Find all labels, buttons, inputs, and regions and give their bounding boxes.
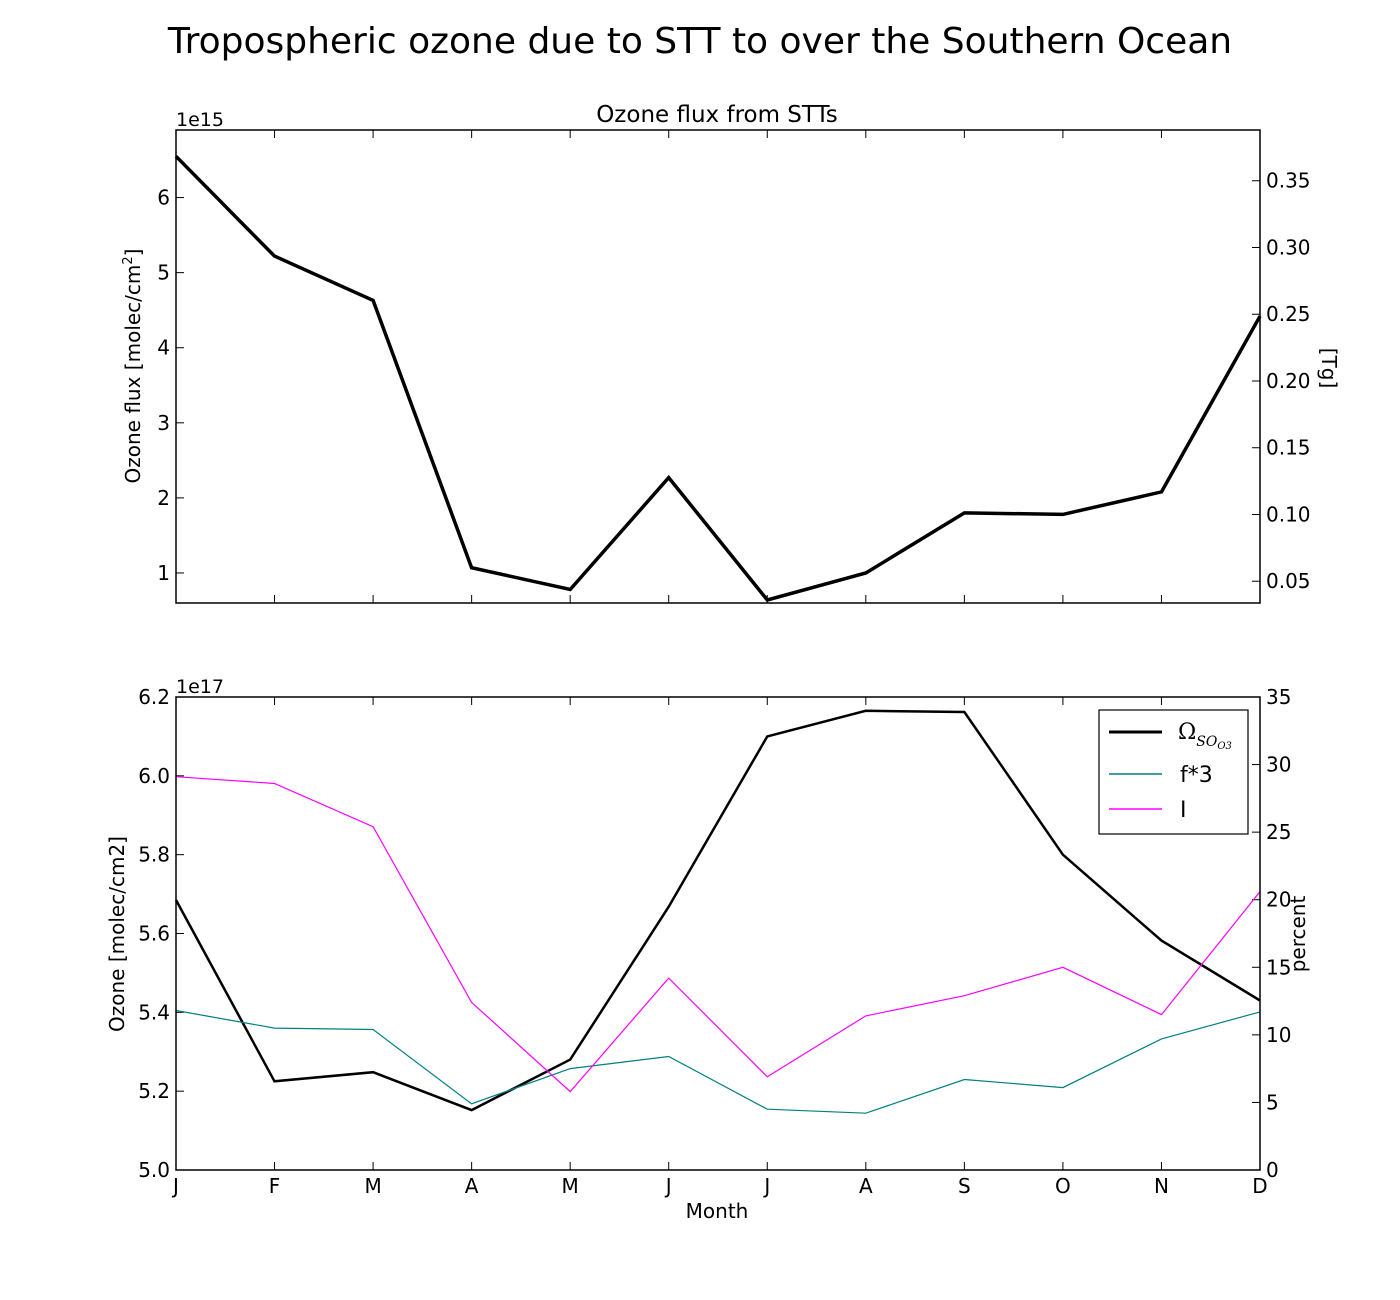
top-chart-frame	[175, 129, 1261, 604]
y-tick-label: 2	[157, 486, 170, 510]
y2-tick-label: 30	[1266, 753, 1291, 777]
legend-box	[1098, 709, 1249, 835]
bottom-chart-y-offset-label: 1e17	[176, 676, 224, 698]
x-tick-label: M	[562, 1174, 579, 1198]
y2-tick-label: 0.35	[1266, 169, 1311, 193]
y-tick-label: 3	[157, 411, 170, 435]
legend-omega-sub: SO	[1196, 734, 1218, 750]
y2-tick-label: 0.05	[1266, 569, 1311, 593]
top-chart-y-offset-label: 1e15	[176, 109, 224, 131]
x-tick-label: J	[762, 1174, 770, 1198]
legend-label-f3: f*3	[1180, 763, 1213, 788]
x-tick-label: M	[364, 1174, 381, 1198]
y-tick-label: 4	[157, 336, 170, 360]
bottom-chart-panel: 1e17 J F M A M J J A S O N D5.05.25.45.65.86.06.205…	[105, 676, 1310, 1223]
bottom-chart-y-axis-label: Ozone [molec/cm2]	[105, 836, 129, 1032]
y-tick-label: 1	[157, 561, 170, 585]
top-y-label-superscript: 2	[121, 256, 136, 264]
series-line-2	[175, 776, 1261, 1093]
bottom-chart-frame	[175, 696, 1261, 1171]
y2-tick-label: 0.25	[1266, 302, 1311, 326]
y2-tick-label: 35	[1266, 685, 1291, 709]
x-tick-label: A	[465, 1174, 479, 1198]
top-chart-series	[174, 155, 1262, 602]
bottom-chart-x-axis-label: Month	[686, 1199, 749, 1223]
x-tick-label: J	[664, 1174, 672, 1198]
x-tick-label: D	[1252, 1174, 1267, 1198]
top-chart-y-axis-label: Ozone flux [molec/cm2]	[121, 249, 145, 484]
legend: ΩSOO3 f*3 I	[1098, 709, 1249, 835]
y2-tick-label: 0.15	[1266, 436, 1311, 460]
y2-tick-label: 0.20	[1266, 369, 1311, 393]
y-tick-label: 5.8	[138, 843, 170, 867]
series-line-0	[174, 709, 1261, 1112]
y2-tick-label: 5	[1266, 1090, 1279, 1114]
y-tick-label: 5.2	[138, 1079, 170, 1103]
legend-label-i: I	[1180, 798, 1187, 823]
y-tick-label: 6	[157, 186, 170, 210]
y-tick-label: 5.0	[138, 1158, 170, 1182]
series-line-0	[174, 155, 1262, 602]
top-chart-right-axis-label: [Tg]	[1317, 348, 1341, 389]
y-tick-label: 5.4	[138, 1000, 170, 1024]
series-line-1	[175, 1009, 1261, 1114]
y2-tick-label: 15	[1266, 955, 1291, 979]
bottom-chart-right-axis-label: percent	[1286, 896, 1310, 973]
x-tick-label: F	[269, 1174, 281, 1198]
legend-label-omega: ΩSOO3	[1178, 720, 1232, 752]
y-tick-label: 5	[157, 261, 170, 285]
x-tick-label: J	[171, 1174, 179, 1198]
legend-omega-base: Ω	[1178, 720, 1196, 745]
y2-tick-label: 0.30	[1266, 235, 1311, 259]
y2-tick-label: 10	[1266, 1023, 1291, 1047]
bottom-chart-series	[174, 709, 1261, 1114]
top-chart-title: Ozone flux from STTs	[596, 102, 838, 128]
y-tick-label: 6.0	[138, 764, 170, 788]
figure-title: Tropospheric ozone due to STT to over th…	[167, 21, 1232, 62]
top-chart-panel: Ozone flux from STTs 1e15 1 2 3 4 5 6 0.05 0.10…	[121, 102, 1341, 604]
y2-tick-label: 20	[1266, 888, 1291, 912]
y-tick-label: 5.6	[138, 922, 170, 946]
top-chart-ticks: 1 2 3 4 5 6 0.05 0.10 0.15 0.20 0.25 0.30 0.35	[157, 130, 1311, 603]
x-tick-label: A	[859, 1174, 873, 1198]
x-tick-label: S	[958, 1174, 971, 1198]
x-tick-label: O	[1055, 1174, 1071, 1198]
y2-tick-label: 0	[1266, 1158, 1279, 1182]
y-tick-label: 6.2	[138, 685, 170, 709]
top-y-label-main: Ozone flux [molec/cm	[121, 265, 145, 484]
y2-tick-label: 0.10	[1266, 502, 1311, 526]
top-y-label-end: ]	[121, 249, 145, 257]
y2-tick-label: 25	[1266, 820, 1291, 844]
x-tick-label: N	[1154, 1174, 1169, 1198]
bottom-chart-ticks: J F M A M J J A S O N D5.05.25.45.65.86.06.20510152…	[138, 685, 1291, 1198]
legend-omega-subsub: O3	[1217, 741, 1232, 752]
